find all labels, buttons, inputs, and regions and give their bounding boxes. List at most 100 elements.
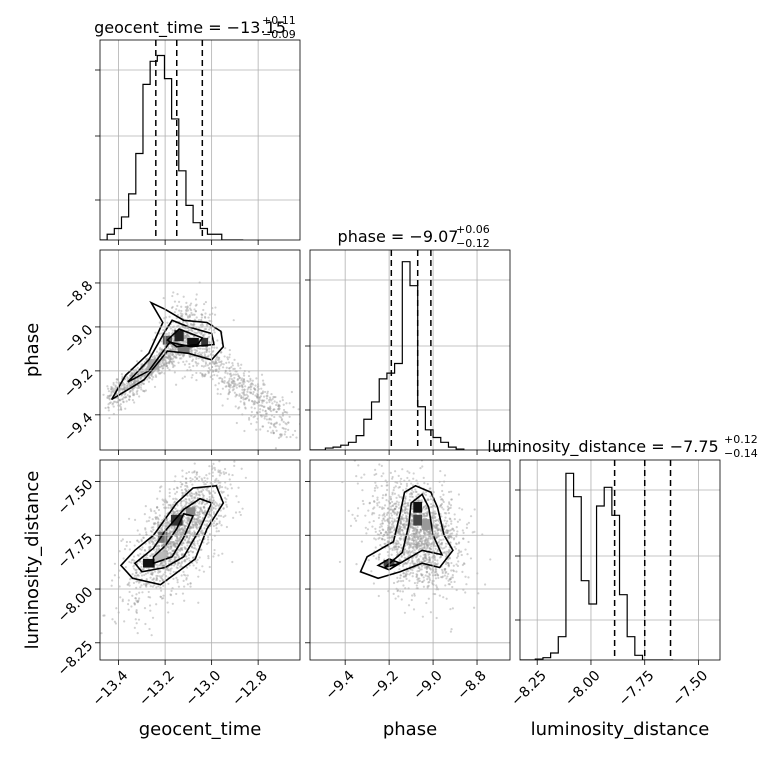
sample-point	[207, 554, 210, 558]
sample-point	[131, 383, 134, 386]
sample-point	[175, 498, 178, 501]
sample-point	[392, 504, 395, 507]
sample-point	[171, 360, 174, 363]
sample-point	[180, 553, 183, 556]
sample-point	[405, 517, 408, 520]
sample-point	[406, 502, 409, 505]
sample-point	[435, 563, 438, 566]
sample-point	[178, 509, 181, 513]
sample-point	[421, 539, 424, 542]
sample-point	[186, 321, 189, 325]
panel-grid-2-2	[515, 460, 720, 665]
sample-point	[213, 362, 216, 366]
sample-point	[213, 503, 216, 506]
density-cell	[158, 532, 168, 543]
sample-point	[435, 524, 438, 527]
sample-point	[455, 543, 458, 546]
sample-point	[449, 578, 452, 581]
sample-point	[149, 596, 152, 599]
sample-point	[417, 566, 420, 570]
sample-point	[190, 323, 193, 326]
sample-point	[467, 576, 470, 579]
sample-point	[169, 547, 172, 550]
sample-point	[196, 488, 199, 491]
sample-point	[202, 512, 205, 515]
sample-point	[253, 415, 257, 418]
sample-point	[222, 515, 225, 519]
sample-point	[401, 508, 404, 512]
sample-point	[368, 521, 371, 524]
sample-point	[148, 377, 151, 380]
sample-point	[143, 573, 146, 577]
sample-point	[212, 496, 215, 499]
sample-point	[448, 536, 451, 539]
sample-point	[171, 357, 175, 360]
sample-point	[239, 382, 242, 385]
sample-point	[246, 395, 250, 398]
sample-point	[406, 520, 409, 523]
sample-point	[447, 537, 450, 540]
sample-point	[248, 398, 251, 401]
sample-point	[456, 564, 460, 568]
sample-point	[198, 494, 201, 497]
sample-point	[458, 518, 461, 521]
sample-point	[183, 559, 186, 562]
sample-point	[157, 544, 160, 547]
sample-point	[205, 350, 208, 353]
sample-point	[410, 542, 413, 545]
sample-point	[170, 358, 173, 361]
sample-point	[182, 295, 185, 298]
sample-point	[356, 514, 359, 517]
sample-point	[152, 552, 155, 556]
sample-point	[403, 509, 406, 512]
sample-point	[139, 376, 142, 379]
sample-point	[225, 498, 228, 501]
sample-point	[173, 542, 176, 545]
sample-point	[429, 455, 431, 457]
sample-point	[172, 544, 175, 547]
sample-point	[229, 375, 233, 378]
sample-point	[262, 382, 265, 385]
sample-point	[208, 340, 211, 343]
sample-point	[400, 546, 403, 549]
sample-point	[108, 395, 111, 398]
sample-point	[184, 574, 187, 577]
panel-frame-luminosity_distance	[519, 459, 721, 661]
sample-point	[179, 527, 183, 530]
sample-point	[135, 570, 138, 574]
sample-point	[174, 492, 177, 495]
sample-point	[123, 383, 127, 386]
sample-point	[172, 544, 175, 547]
sample-point	[379, 532, 383, 535]
sample-point	[201, 493, 204, 496]
sample-point	[198, 502, 201, 505]
sample-point	[420, 542, 423, 546]
sample-point	[199, 548, 202, 551]
sample-point	[440, 538, 443, 542]
sample-point	[108, 416, 111, 420]
sample-point	[225, 361, 228, 364]
sample-point	[397, 474, 400, 477]
sample-point	[115, 378, 118, 381]
sample-point	[196, 347, 199, 350]
sample-point	[203, 511, 206, 514]
sample-point	[128, 398, 131, 401]
sample-point	[165, 550, 169, 553]
sample-point	[407, 536, 411, 539]
sample-point	[176, 529, 179, 532]
sample-point	[444, 584, 447, 587]
sample-point	[272, 431, 275, 434]
sample-point	[140, 383, 143, 387]
sample-point	[212, 362, 215, 365]
sample-point	[159, 595, 162, 598]
sample-point	[186, 583, 189, 586]
sample-point	[167, 569, 170, 572]
sample-point	[424, 490, 428, 494]
sample-point	[260, 373, 264, 376]
sample-point	[471, 531, 474, 534]
sample-point	[403, 611, 407, 614]
sample-point	[415, 547, 418, 550]
sample-point	[223, 472, 226, 476]
sample-point	[427, 544, 430, 547]
sample-point	[158, 352, 161, 355]
